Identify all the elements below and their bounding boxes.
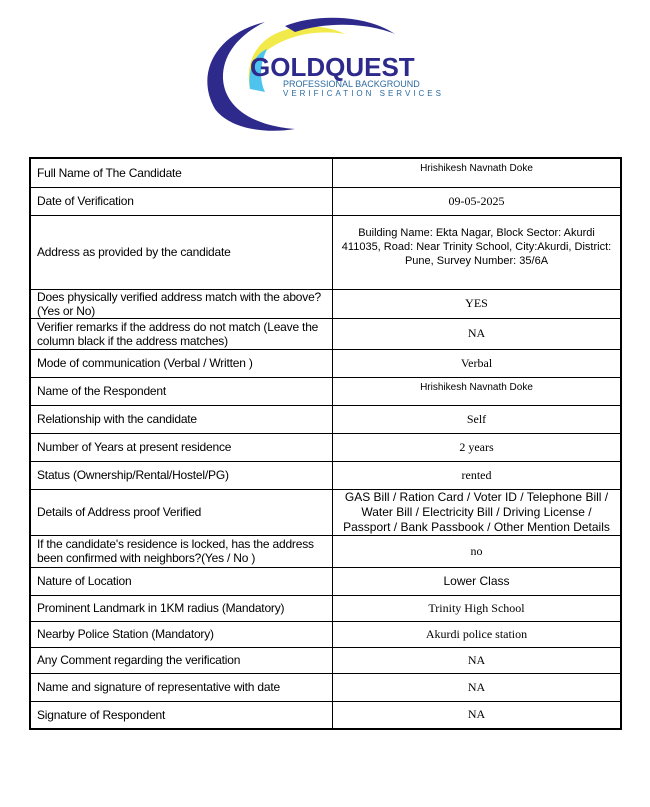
table-row: Signature of Respondent NA bbox=[29, 700, 622, 730]
table-row: Name of the Respondent Hrishikesh Navnath… bbox=[29, 376, 622, 406]
row-value: Self bbox=[332, 404, 622, 434]
row-label: Nearby Police Station (Mandatory) bbox=[29, 620, 333, 648]
row-value: Hrishikesh Navnath Doke bbox=[332, 376, 622, 406]
table-row: Mode of communication (Verbal / Written … bbox=[29, 348, 622, 378]
row-value: NA bbox=[332, 317, 622, 350]
row-value: no bbox=[332, 534, 622, 568]
table-row: Number of Years at present residence 2 ye… bbox=[29, 432, 622, 462]
row-value: YES bbox=[332, 288, 622, 319]
row-value: NA bbox=[332, 646, 622, 674]
tagline-1: PROFESSIONAL BACKGROUND bbox=[283, 79, 420, 89]
row-label: Address as provided by the candidate bbox=[29, 214, 333, 290]
row-value: Building Name: Ekta Nagar, Block Sector:… bbox=[332, 214, 622, 290]
row-label: Details of Address proof Verified bbox=[29, 488, 333, 536]
table-row: Prominent Landmark in 1KM radius (Mandat… bbox=[29, 594, 622, 622]
table-row: Status (Ownership/Rental/Hostel/PG) rente… bbox=[29, 460, 622, 490]
row-value: Lower Class bbox=[332, 566, 622, 596]
tagline-2: VERIFICATION SERVICES bbox=[283, 89, 444, 98]
table-row: Name and signature of representative wit… bbox=[29, 672, 622, 702]
table-row: Address as provided by the candidate Buil… bbox=[29, 214, 622, 290]
goldquest-logo: GOLDQUEST PROFESSIONAL BACKGROUND VERIFI… bbox=[207, 17, 444, 131]
table-row: Details of Address proof Verified GAS Bil… bbox=[29, 488, 622, 536]
table-row: Does physically verified address match w… bbox=[29, 288, 622, 319]
row-value: Verbal bbox=[332, 348, 622, 378]
row-label: Verifier remarks if the address do not m… bbox=[29, 317, 333, 350]
row-label: Nature of Location bbox=[29, 566, 333, 596]
row-value: NA bbox=[332, 700, 622, 730]
row-value: NA bbox=[332, 672, 622, 702]
table-row: Relationship with the candidate Self bbox=[29, 404, 622, 434]
row-value: Hrishikesh Navnath Doke bbox=[332, 157, 622, 188]
table-row: Verifier remarks if the address do not m… bbox=[29, 317, 622, 350]
row-value: Trinity High School bbox=[332, 594, 622, 622]
row-value: GAS Bill / Ration Card / Voter ID / Tele… bbox=[332, 488, 622, 536]
row-value: 2 years bbox=[332, 432, 622, 462]
table-row: If the candidate's residence is locked, … bbox=[29, 534, 622, 568]
table-row: Date of Verification 09-05-2025 bbox=[29, 186, 622, 216]
table-row: Full Name of The Candidate Hrishikesh Nav… bbox=[29, 157, 622, 188]
brand-text: GOLDQUEST bbox=[250, 52, 415, 82]
row-value: rented bbox=[332, 460, 622, 490]
row-label: Full Name of The Candidate bbox=[29, 157, 333, 188]
row-label: Relationship with the candidate bbox=[29, 404, 333, 434]
row-label: Does physically verified address match w… bbox=[29, 288, 333, 319]
row-label: Mode of communication (Verbal / Written … bbox=[29, 348, 333, 378]
row-label: Signature of Respondent bbox=[29, 700, 333, 730]
row-label: Name of the Respondent bbox=[29, 376, 333, 406]
row-label: Name and signature of representative wit… bbox=[29, 672, 333, 702]
row-label: If the candidate's residence is locked, … bbox=[29, 534, 333, 568]
row-label: Number of Years at present residence bbox=[29, 432, 333, 462]
row-label: Date of Verification bbox=[29, 186, 333, 216]
table-row: Any Comment regarding the verification NA bbox=[29, 646, 622, 674]
row-value: Akurdi police station bbox=[332, 620, 622, 648]
row-label: Status (Ownership/Rental/Hostel/PG) bbox=[29, 460, 333, 490]
row-value: 09-05-2025 bbox=[332, 186, 622, 216]
verification-table: Full Name of The Candidate Hrishikesh Nav… bbox=[29, 157, 622, 730]
row-label: Prominent Landmark in 1KM radius (Mandat… bbox=[29, 594, 333, 622]
row-label: Any Comment regarding the verification bbox=[29, 646, 333, 674]
table-row: Nature of Location Lower Class bbox=[29, 566, 622, 596]
table-row: Nearby Police Station (Mandatory) Akurdi … bbox=[29, 620, 622, 648]
